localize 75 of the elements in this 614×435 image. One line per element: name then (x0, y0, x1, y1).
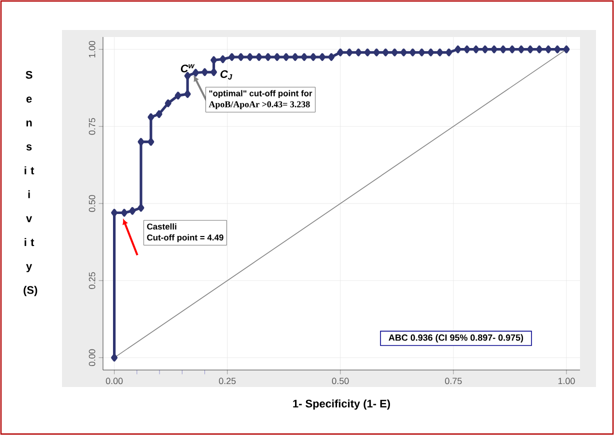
x-tick-label: 1.00 (558, 378, 575, 384)
point (148, 138, 154, 146)
point (164, 99, 172, 108)
point (282, 53, 290, 61)
point (554, 45, 561, 54)
point (256, 53, 262, 61)
annotation: ApoB/ApoAr >0.43= 3.238 (208, 101, 310, 110)
point (446, 48, 452, 56)
point (121, 208, 128, 217)
annotation: Cut-off point = 4.49 (147, 234, 224, 242)
point (220, 55, 226, 64)
point (355, 48, 362, 56)
point (210, 56, 218, 64)
point (346, 48, 353, 56)
annotation: Castelli (147, 223, 176, 230)
annotation: C$_{J}$ (220, 70, 232, 80)
point (436, 48, 444, 56)
y-tick-label: 0.25 (88, 272, 96, 289)
point (264, 53, 272, 61)
point (545, 45, 552, 54)
point (238, 53, 244, 61)
annotation: "optimal" cut-off point for (209, 90, 312, 98)
point (184, 90, 191, 98)
point (391, 48, 398, 56)
point (246, 53, 254, 61)
point (310, 53, 316, 61)
point (228, 53, 236, 61)
point (201, 68, 208, 76)
point (382, 48, 389, 56)
y-tick-label: 0.75 (88, 118, 96, 135)
point (300, 53, 308, 61)
point (454, 45, 462, 54)
point (111, 208, 118, 217)
annotation: C$^{w}$ (180, 64, 195, 72)
point (328, 53, 335, 61)
point (111, 354, 118, 362)
point (472, 45, 480, 54)
point (464, 45, 470, 54)
point (518, 45, 524, 54)
point (129, 207, 136, 215)
point (184, 72, 191, 80)
x-tick-label: 0.75 (445, 378, 462, 384)
text: S e n s i t i v i t y (S) (24, 70, 38, 296)
point (274, 53, 280, 61)
point (409, 48, 416, 56)
point (319, 53, 326, 61)
x-tick-label: 0.25 (218, 378, 236, 384)
point (508, 45, 516, 54)
point (364, 48, 371, 56)
x-axis-title: 1- Specificity (1- E) (293, 399, 390, 410)
point (174, 92, 182, 100)
x-tick-label: 0.00 (106, 378, 123, 384)
point (292, 53, 298, 61)
y-tick-label: 1.00 (88, 40, 96, 58)
point (400, 48, 407, 56)
point (210, 68, 218, 76)
y-tick-label: 0.50 (88, 195, 96, 212)
point (418, 48, 425, 56)
point (138, 138, 144, 146)
point (527, 45, 534, 54)
x-tick-label: 0.50 (332, 378, 349, 384)
point (156, 110, 162, 118)
point (138, 204, 144, 212)
annotation: ABC 0.936 (CI 95% 0.897- 0.975) (388, 334, 524, 343)
y-tick-label: 0.00 (88, 349, 96, 366)
point (428, 48, 434, 56)
point (373, 48, 380, 56)
point (490, 45, 498, 54)
point (192, 68, 199, 77)
point (500, 45, 506, 54)
point (482, 45, 488, 54)
point (563, 45, 570, 54)
point (337, 48, 344, 56)
point (536, 45, 543, 54)
point (148, 113, 154, 122)
